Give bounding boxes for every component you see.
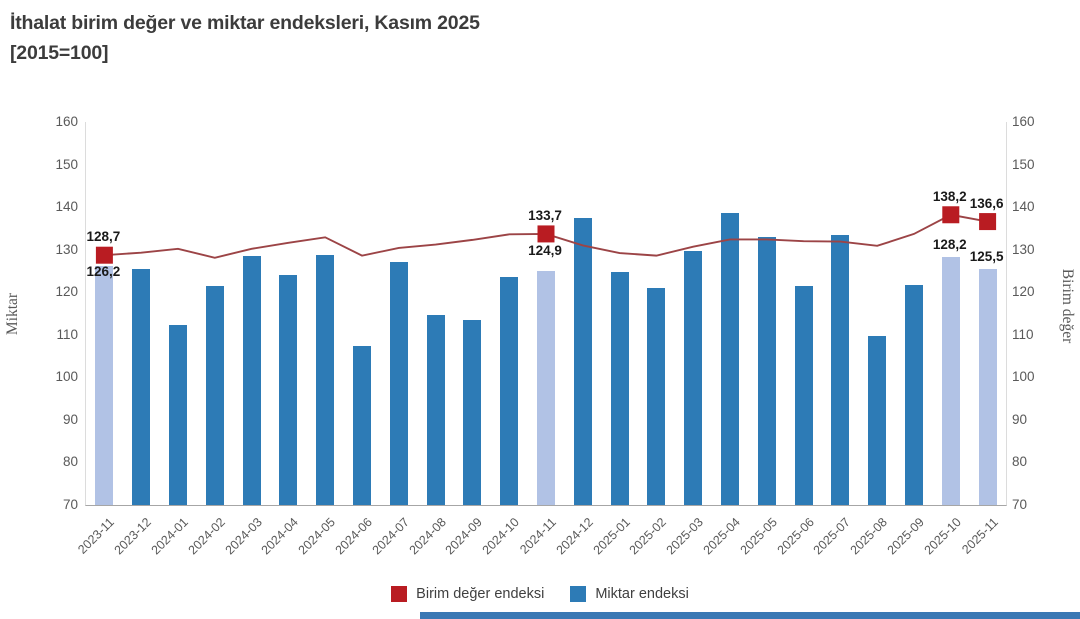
y-tick-right-120: 120: [1012, 284, 1035, 300]
bar-2025-03[interactable]: [684, 251, 703, 505]
bar-2025-08[interactable]: [868, 336, 887, 505]
bar-2025-06[interactable]: [794, 286, 813, 505]
line-marker-2023-11[interactable]: [95, 246, 113, 264]
bar-2024-07[interactable]: [389, 261, 408, 505]
y-tick-right-90: 90: [1012, 411, 1028, 427]
y-tick-right-140: 140: [1012, 199, 1035, 215]
y-tick-right-80: 80: [1012, 454, 1028, 470]
y-tick-right-130: 130: [1012, 241, 1035, 257]
bar-2024-10[interactable]: [500, 276, 519, 505]
bar-value-label-2025-10: 128,2: [932, 237, 967, 253]
bar-2023-12[interactable]: [132, 268, 151, 505]
line-value-label-2023-11: 128,7: [86, 229, 121, 245]
line-value-label-2025-11: 136,6: [969, 195, 1004, 211]
bar-2024-04[interactable]: [279, 275, 298, 505]
bar-2024-05[interactable]: [316, 254, 335, 505]
footer-strip: [420, 612, 1080, 619]
bar-2023-11[interactable]: [95, 265, 114, 505]
line-value-label-2024-11: 133,7: [528, 207, 562, 223]
bar-2024-03[interactable]: [242, 256, 261, 505]
bar-2025-04[interactable]: [721, 213, 739, 505]
y-tick-left-160: 160: [55, 114, 78, 129]
y-tick-left-110: 110: [56, 326, 78, 342]
bar-value-label-2023-11: 126,2: [86, 264, 121, 280]
chart-title-block: İthalat birim değer ve miktar endeksleri…: [10, 8, 480, 68]
y-tick-right-150: 150: [1012, 156, 1035, 172]
bar-2024-01[interactable]: [169, 324, 187, 505]
birim-deger-line-layer: [95, 206, 997, 264]
y-tick-left-100: 100: [55, 369, 78, 385]
y-tick-left-150: 150: [55, 156, 78, 172]
bar-2024-12[interactable]: [573, 217, 592, 505]
chart-subtitle: [2015=100]: [10, 42, 109, 64]
chart-legend: Birim değer endeksi Miktar endeksi: [0, 586, 1080, 602]
y-tick-right-110: 110: [1012, 326, 1034, 342]
legend-swatch-blue: [570, 586, 587, 602]
bar-2024-08[interactable]: [426, 315, 445, 505]
y-tick-left-80: 80: [62, 454, 78, 470]
bar-2025-07[interactable]: [831, 235, 850, 505]
bar-2024-11[interactable]: [537, 271, 555, 505]
bar-2025-05[interactable]: [757, 236, 776, 505]
y-tick-left-140: 140: [55, 199, 78, 215]
bar-2025-11[interactable]: [978, 268, 997, 505]
bar-2024-02[interactable]: [205, 285, 224, 505]
line-value-label-2025-10: 138,2: [932, 188, 967, 204]
chart-title: İthalat birim değer ve miktar endeksleri…: [10, 12, 480, 34]
legend-label-birim-deger: Birim değer endeksi: [416, 586, 545, 602]
y-tick-right-100: 100: [1012, 369, 1035, 385]
right-axis-title: Birim değer: [1059, 268, 1077, 344]
bar-2025-09[interactable]: [905, 285, 923, 505]
line-marker-2025-10[interactable]: [942, 206, 960, 224]
y-tick-left-70: 70: [62, 497, 78, 512]
plot-area: [85, 122, 1007, 506]
bar-value-label-2025-11: 125,5: [969, 248, 1004, 264]
legend-item-birim-deger[interactable]: Birim değer endeksi: [391, 586, 544, 602]
y-tick-right-160: 160: [1012, 114, 1035, 129]
y-tick-left-120: 120: [55, 284, 78, 300]
bar-value-label-2024-11: 124,9: [528, 242, 562, 258]
left-axis-title: Miktar: [4, 292, 22, 336]
legend-item-miktar[interactable]: Miktar endeksi: [570, 586, 689, 602]
legend-swatch-red: [391, 586, 408, 602]
bar-2024-09[interactable]: [463, 319, 482, 505]
legend-label-miktar: Miktar endeksi: [595, 586, 689, 602]
y-tick-left-130: 130: [55, 241, 78, 257]
bar-2024-06[interactable]: [353, 346, 371, 505]
y-tick-right-70: 70: [1012, 497, 1028, 512]
line-marker-2025-11[interactable]: [979, 213, 997, 231]
bar-2025-10[interactable]: [941, 257, 960, 505]
line-marker-2024-11[interactable]: [537, 225, 555, 243]
bar-2025-02[interactable]: [647, 288, 666, 505]
bar-2025-01[interactable]: [610, 272, 629, 505]
y-tick-left-90: 90: [62, 411, 78, 427]
